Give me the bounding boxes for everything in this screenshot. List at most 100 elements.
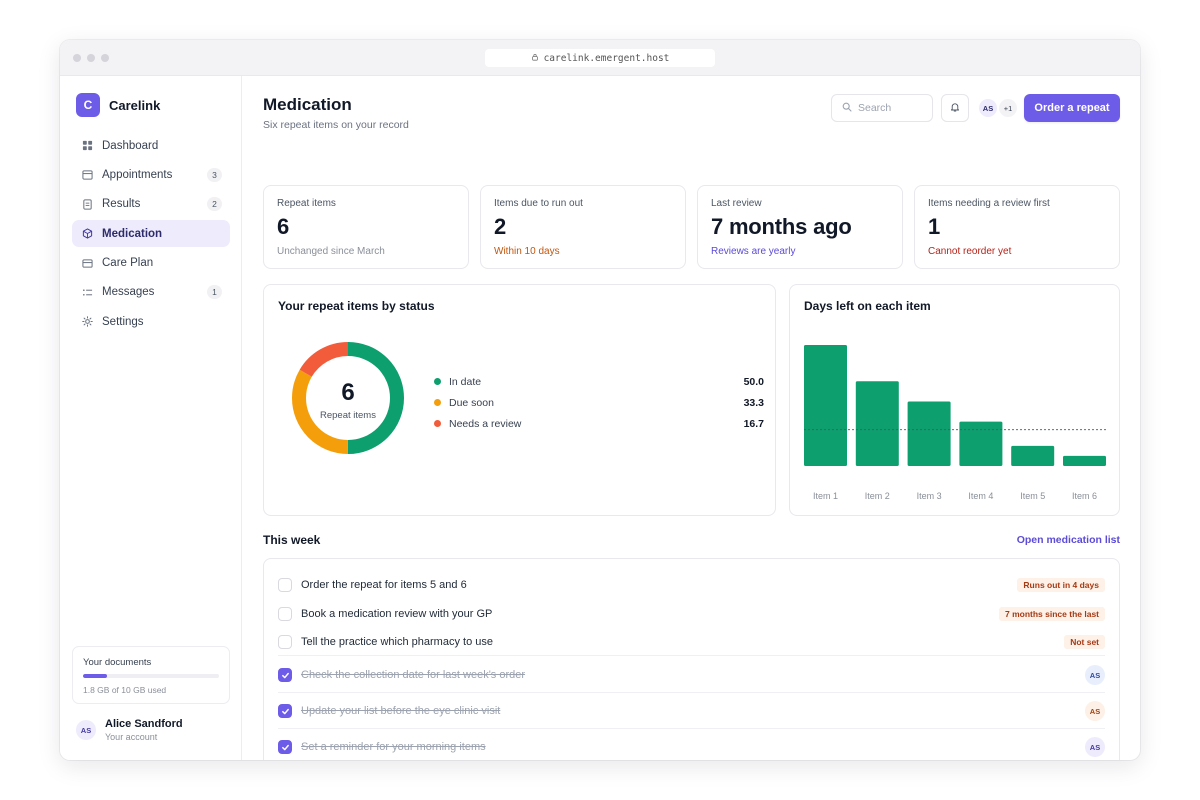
address-bar[interactable]: carelink.emergent.host bbox=[485, 49, 715, 67]
legend-label: Needs a review bbox=[449, 417, 522, 430]
stat-value: 2 bbox=[494, 214, 507, 239]
status-badge: Not set bbox=[1064, 635, 1105, 649]
sidebar-item-label: Dashboard bbox=[102, 139, 159, 152]
sidebar-item-label: Medication bbox=[102, 227, 163, 240]
status-badge: Runs out in 4 days bbox=[1017, 578, 1105, 592]
section-title: This week bbox=[263, 533, 321, 547]
url-text: carelink.emergent.host bbox=[543, 52, 670, 64]
donut-slice-due-soon bbox=[292, 342, 404, 454]
stat-card-repeat-items: Repeat items 6 Unchanged since March bbox=[263, 185, 469, 269]
sidebar-item-appointments[interactable]: Appointments 3 bbox=[72, 161, 230, 188]
sidebar-item-results[interactable]: Results 2 bbox=[72, 191, 230, 218]
avatar: AS bbox=[979, 99, 997, 117]
stat-label: Last review bbox=[711, 198, 762, 209]
sidebar-item-dashboard[interactable]: Dashboard bbox=[72, 132, 230, 159]
task-text: Book a medication review with your GP bbox=[301, 608, 493, 620]
sidebar-item-messages[interactable]: Messages 1 bbox=[72, 279, 230, 306]
sidebar-item-medication[interactable]: Medication bbox=[72, 220, 230, 248]
legend-value: 33.3 bbox=[743, 396, 764, 409]
stat-label: Items needing a review first bbox=[928, 198, 1050, 209]
window-minimize-dot[interactable] bbox=[87, 54, 95, 62]
storage-progress-bar bbox=[83, 674, 219, 678]
order-repeat-button[interactable]: Order a repeat bbox=[1024, 94, 1120, 122]
notifications-button[interactable] bbox=[941, 94, 969, 122]
window-maximize-dot[interactable] bbox=[101, 54, 109, 62]
stat-note: Reviews are yearly bbox=[711, 246, 796, 257]
assignee-avatar: AS bbox=[1085, 665, 1105, 685]
more-avatars-count: +1 bbox=[999, 99, 1017, 117]
legend-swatch bbox=[434, 420, 441, 427]
x-tick-label: Item 1 bbox=[813, 491, 838, 501]
browser-window: carelink.emergent.host C Carelink Dashbo… bbox=[60, 40, 1140, 760]
sidebar-item-settings[interactable]: Settings bbox=[72, 308, 230, 335]
stat-note: Cannot reorder yet bbox=[928, 246, 1012, 257]
task-text: Set a reminder for your morning items bbox=[301, 741, 486, 753]
page-title: Medication bbox=[263, 95, 352, 114]
task-item: Check the collection date for last week'… bbox=[278, 665, 1105, 685]
stat-note: Unchanged since March bbox=[277, 246, 385, 257]
user-profile[interactable]: AS Alice Sandford Your account bbox=[76, 718, 183, 742]
task-checkbox[interactable] bbox=[278, 668, 292, 682]
task-item: Tell the practice which pharmacy to use … bbox=[278, 635, 1105, 649]
count-badge: 2 bbox=[207, 197, 222, 212]
brand[interactable]: C Carelink bbox=[76, 93, 160, 117]
donut-legend: In date 50.0 Due soon 33.3 Needs a revie… bbox=[434, 371, 764, 434]
bell-icon bbox=[950, 99, 960, 117]
check-icon bbox=[281, 672, 289, 678]
task-text: Update your list before the eye clinic v… bbox=[301, 705, 501, 717]
user-name: Alice Sandford bbox=[105, 718, 183, 730]
cube-icon bbox=[81, 228, 93, 240]
stat-card-due-to-run-out: Items due to run out 2 Within 10 days bbox=[480, 185, 686, 269]
sidebar-item-label: Appointments bbox=[102, 168, 173, 181]
bar-1 bbox=[804, 345, 847, 466]
task-text: Tell the practice which pharmacy to use bbox=[301, 636, 493, 648]
document-icon bbox=[81, 198, 93, 210]
bar-6 bbox=[1063, 455, 1106, 466]
sidebar-item-label: Care Plan bbox=[102, 257, 154, 270]
task-item: Set a reminder for your morning items AS bbox=[278, 737, 1105, 757]
bar-2 bbox=[855, 381, 899, 466]
bar-5 bbox=[1011, 445, 1055, 466]
assignee-avatar: AS bbox=[1085, 737, 1105, 757]
task-checkbox[interactable] bbox=[278, 704, 292, 718]
x-tick-label: Item 5 bbox=[1020, 491, 1045, 501]
task-checkbox[interactable] bbox=[278, 607, 292, 621]
task-list: Order the repeat for items 5 and 6 Runs … bbox=[263, 558, 1120, 760]
divider bbox=[278, 692, 1105, 693]
count-badge: 3 bbox=[207, 167, 222, 182]
task-checkbox[interactable] bbox=[278, 635, 292, 649]
sidebar-item-label: Results bbox=[102, 198, 141, 211]
storage-title: Your documents bbox=[83, 657, 152, 668]
task-checkbox[interactable] bbox=[278, 740, 292, 754]
search-icon bbox=[842, 102, 852, 115]
panel-title: Days left on each item bbox=[804, 299, 931, 313]
lock-icon bbox=[531, 53, 539, 64]
x-tick-label: Item 4 bbox=[968, 491, 993, 501]
shared-with-avatars[interactable]: AS +1 bbox=[979, 99, 1017, 117]
avatar: AS bbox=[76, 720, 96, 740]
stat-value: 6 bbox=[277, 214, 290, 239]
window-close-dot[interactable] bbox=[73, 54, 81, 62]
open-medication-list-link[interactable]: Open medication list bbox=[1016, 534, 1120, 546]
card-icon bbox=[81, 257, 93, 269]
task-checkbox[interactable] bbox=[278, 578, 292, 592]
sidebar-nav: Dashboard Appointments 3 Results 2 Medic… bbox=[72, 132, 230, 338]
assignee-avatar: AS bbox=[1085, 701, 1105, 721]
stat-note: Within 10 days bbox=[494, 246, 560, 257]
main-content: Medication Six repeat items on your reco… bbox=[242, 76, 1140, 760]
sidebar-item-care-plan[interactable]: Care Plan bbox=[72, 250, 230, 277]
search-placeholder: Search bbox=[858, 102, 892, 114]
stat-label: Items due to run out bbox=[494, 198, 583, 209]
x-tick-label: Item 3 bbox=[917, 491, 942, 501]
stat-card-last-review: Last review 7 months ago Reviews are yea… bbox=[697, 185, 903, 269]
days-left-bar-chart: Item 1 Item 2 Item 3 Item 4 Item 5 Item 6 bbox=[804, 345, 1106, 501]
storage-card[interactable]: Your documents 1.8 GB of 10 GB used bbox=[72, 646, 230, 704]
calendar-icon bbox=[81, 169, 93, 181]
user-subtitle: Your account bbox=[105, 732, 158, 742]
stat-card-needing-review: Items needing a review first 1 Cannot re… bbox=[914, 185, 1120, 269]
status-badge: 7 months since the last bbox=[999, 607, 1105, 621]
brand-name: Carelink bbox=[109, 97, 161, 113]
sidebar: C Carelink Dashboard Appointments 3 Resu… bbox=[60, 76, 242, 760]
search-input[interactable]: Search bbox=[831, 94, 933, 122]
task-item: Update your list before the eye clinic v… bbox=[278, 701, 1105, 721]
